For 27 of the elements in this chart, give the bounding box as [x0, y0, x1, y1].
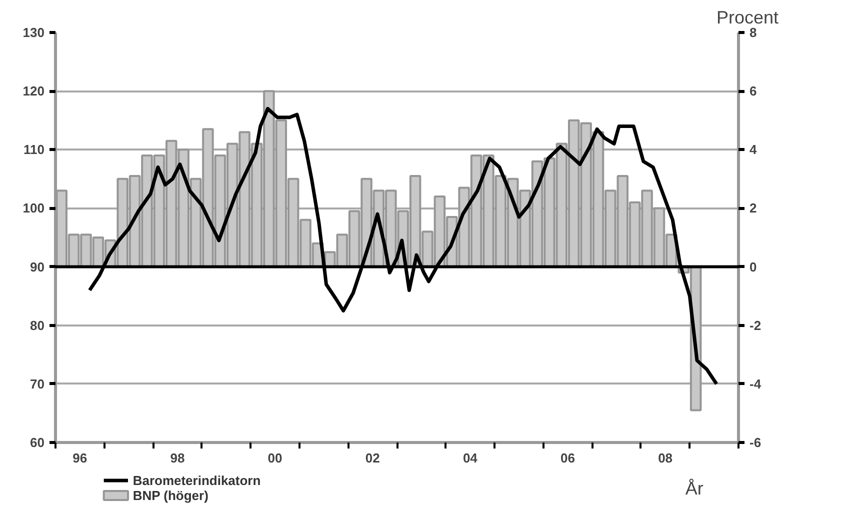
legend-label: BNP (höger) [132, 488, 208, 503]
y2-axis-title: Procent [716, 8, 779, 28]
y-tick-label: 120 [22, 84, 45, 99]
y2-tick-label: -6 [750, 435, 762, 450]
y2-tick-label: -4 [750, 376, 762, 392]
y-tick-label: 70 [30, 376, 45, 392]
y2-tick-label: 8 [750, 25, 757, 40]
y2-tick-label: 2 [750, 200, 757, 216]
x-tick-label: 98 [170, 450, 185, 466]
x-tick-label: 08 [658, 450, 673, 466]
y2-tick-label: -2 [750, 318, 762, 333]
y2-tick-label: 0 [750, 259, 757, 274]
y-tick-label: 80 [30, 318, 45, 333]
x-tick-label: 00 [268, 450, 282, 466]
y-tick-label: 60 [30, 435, 45, 450]
x-tick-label: 06 [560, 450, 575, 466]
y2-tick-label: 4 [750, 142, 758, 158]
x-tick-label: 96 [72, 450, 88, 466]
y2-tick-label: 6 [750, 84, 757, 99]
x-tick-label: 04 [462, 450, 478, 466]
y-tick-label: 110 [24, 142, 45, 158]
y-tick-label: 130 [22, 25, 45, 40]
x-tick-label: 02 [365, 450, 380, 466]
legend-label: Barometerindikatorn [132, 473, 261, 488]
y-tick-label: 100 [22, 200, 45, 216]
y-tick-label: 90 [30, 259, 45, 274]
x-axis-title: År [685, 478, 704, 498]
